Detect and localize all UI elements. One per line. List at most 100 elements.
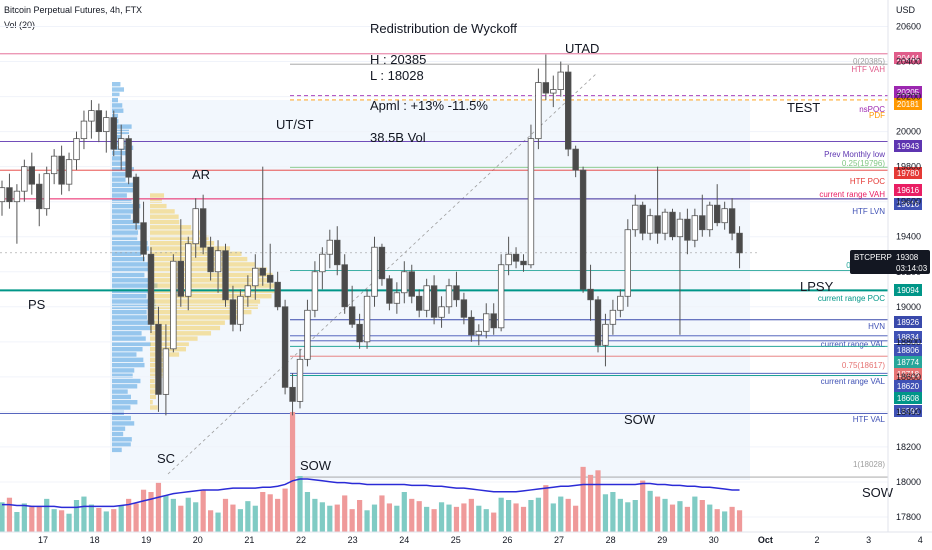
- profile-bar-blue: [112, 209, 136, 214]
- candle-body: [207, 246, 214, 273]
- candle-body: [36, 183, 43, 210]
- profile-bar-blue: [112, 113, 119, 119]
- candle-body: [65, 159, 73, 185]
- candle-body: [684, 218, 691, 241]
- volume-bar: [327, 505, 333, 532]
- last-price-value: 19308: [896, 253, 919, 262]
- volume-bar: [163, 495, 169, 532]
- volume-bar: [610, 492, 616, 532]
- profile-bar-blue: [112, 256, 145, 262]
- profile-bar-blue: [112, 124, 132, 129]
- profile-bar-blue: [112, 368, 135, 373]
- candle-body: [304, 309, 311, 360]
- candle-body: [311, 271, 319, 311]
- candle-body: [170, 260, 177, 350]
- volume-bar: [491, 512, 497, 532]
- profile-bar-blue: [112, 177, 126, 182]
- candle-body: [50, 155, 58, 175]
- volume-bar: [669, 504, 676, 532]
- volume-bar: [178, 505, 184, 532]
- candle-body: [728, 208, 736, 234]
- price-tag: [894, 405, 922, 417]
- x-tick-label: Oct: [758, 535, 773, 545]
- wyckoff-label: SOW: [862, 485, 894, 500]
- candle-body: [132, 176, 140, 224]
- candle-body: [624, 229, 631, 297]
- volume-bar: [476, 505, 482, 532]
- candle-body: [602, 323, 609, 346]
- price-tag: [894, 52, 922, 64]
- x-tick-label: 21: [244, 535, 254, 545]
- candle-body: [6, 187, 13, 203]
- x-tick-label: 26: [502, 535, 512, 545]
- candles-layer: [0, 54, 743, 416]
- candle-body: [274, 281, 281, 308]
- profile-bar-blue: [112, 299, 156, 304]
- candle-body: [326, 239, 333, 255]
- candle-body: [237, 295, 244, 325]
- profile-bar-yellow: [150, 198, 162, 203]
- volume-bar: [289, 412, 296, 532]
- level-label: HTF VAH: [851, 65, 885, 74]
- y-tick-label: 18400: [896, 407, 921, 417]
- candle-body: [579, 169, 587, 290]
- profile-bar-yellow: [150, 405, 158, 410]
- y-tick-label: 19600: [896, 197, 921, 207]
- volume-bar: [431, 509, 437, 532]
- profile-bar-blue: [112, 415, 131, 421]
- candle-body: [341, 264, 348, 308]
- profile-bar-blue: [112, 352, 137, 357]
- x-tick-label: 19: [141, 535, 151, 545]
- level-label: PDF: [869, 111, 885, 120]
- candle-body: [453, 285, 460, 301]
- profile-bar-blue: [112, 150, 127, 156]
- x-tick-label: 23: [348, 535, 358, 545]
- wyckoff-label: UTAD: [565, 41, 599, 56]
- volume-bar: [692, 496, 698, 532]
- volume-bar: [550, 503, 556, 532]
- profile-bar-blue: [112, 267, 151, 272]
- volume-bar: [245, 501, 251, 532]
- volume-bar: [357, 500, 363, 532]
- volume-bar: [520, 506, 527, 532]
- volume-bar: [6, 497, 13, 532]
- candle-body: [296, 358, 304, 402]
- volume-profile-layer: [112, 82, 277, 453]
- x-tick-label: 25: [451, 535, 461, 545]
- volume-bar: [468, 498, 474, 532]
- volume-bar: [722, 511, 728, 532]
- profile-bar-yellow: [150, 331, 212, 336]
- candle-body: [646, 215, 654, 234]
- volume-bar: [267, 494, 273, 532]
- volume-bar: [88, 504, 94, 532]
- level-label: Prev Monthly low: [824, 150, 885, 159]
- candle-body: [252, 267, 259, 287]
- profile-bar-yellow: [150, 341, 189, 347]
- volume-bar: [126, 498, 132, 532]
- volume-bar: [573, 505, 579, 532]
- candle-body: [13, 190, 21, 203]
- profile-bar-yellow: [150, 209, 175, 214]
- volume-bar: [0, 502, 5, 532]
- candle-body: [594, 299, 602, 346]
- y-tick-label: 19400: [896, 232, 921, 242]
- price-tag-label: 18834: [897, 333, 920, 342]
- level-label: current range VAL: [821, 377, 886, 386]
- candle-body: [0, 187, 6, 203]
- profile-bar-blue: [112, 156, 123, 161]
- y-tick-label: 19800: [896, 162, 921, 172]
- volume-bar: [438, 502, 445, 532]
- volume-bar: [714, 509, 720, 532]
- volume-bar: [21, 503, 27, 532]
- profile-bar-blue: [112, 188, 135, 193]
- candle-body: [542, 82, 550, 94]
- profile-bar-blue: [112, 400, 138, 405]
- candle-body: [140, 222, 147, 255]
- profile-bar-blue: [112, 172, 126, 177]
- profile-bar-blue: [112, 82, 121, 87]
- annotation-low: L : 18028: [370, 68, 424, 83]
- volume-bar: [51, 509, 57, 532]
- price-tag: [894, 284, 922, 296]
- volume-bar: [617, 498, 623, 532]
